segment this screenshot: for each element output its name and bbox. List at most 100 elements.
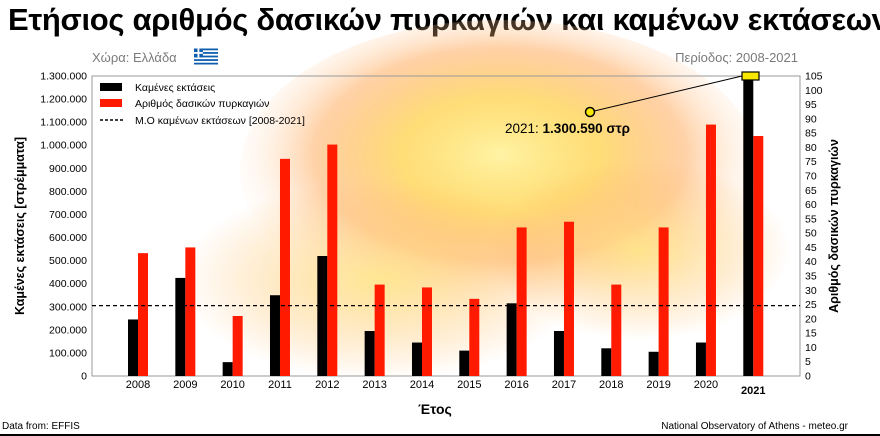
y-tick-right: 70 xyxy=(805,171,817,183)
x-tick: 2015 xyxy=(457,379,481,391)
right-axis-ticks: 0 5 10 15 20 25 30 35 40 45 50 55 60 65 70 75 80 85 90 95 10… xyxy=(805,71,823,383)
x-tick: 2017 xyxy=(552,379,576,391)
bar-fire-count xyxy=(185,247,196,376)
bar-fire-count xyxy=(563,221,574,376)
y-tick-right: 5 xyxy=(805,356,811,368)
bottom-rule xyxy=(0,434,880,436)
y-tick-left: 1.000.000 xyxy=(40,140,87,152)
bar-burned-area xyxy=(601,348,612,376)
y-tick-right: 40 xyxy=(805,256,817,268)
bar-burned-area xyxy=(506,303,517,376)
y-tick-right: 80 xyxy=(805,142,817,154)
y-tick-left: 600.000 xyxy=(49,232,87,244)
y-tick-left: 500.000 xyxy=(49,255,87,267)
y-tick-left: 100.000 xyxy=(49,347,87,359)
bar-burned-area xyxy=(269,295,280,376)
y-tick-right: 10 xyxy=(805,342,817,354)
legend: Καμένες εκτάσεις Αριθμός δασικών πυρκαγι… xyxy=(100,82,305,127)
y-tick-left: 1.100.000 xyxy=(40,117,87,129)
bar-fire-count xyxy=(516,227,527,376)
y-tick-left: 0 xyxy=(81,371,87,383)
y-tick-right: 95 xyxy=(805,99,817,111)
x-tick: 2021 xyxy=(741,385,765,397)
legend-label-average: Μ.Ο καμένων εκτάσεων [2008-2021] xyxy=(135,115,305,127)
y-tick-right: 90 xyxy=(805,113,817,125)
y-tick-right: 25 xyxy=(805,299,817,311)
y-tick-right: 50 xyxy=(805,228,817,240)
y-tick-right: 45 xyxy=(805,242,817,254)
y-tick-left: 300.000 xyxy=(49,301,87,313)
y-tick-right: 65 xyxy=(805,185,817,197)
y-tick-right: 0 xyxy=(805,371,811,383)
x-tick: 2008 xyxy=(126,379,150,391)
bar-burned-area xyxy=(743,75,754,377)
y-tick-right: 60 xyxy=(805,199,817,211)
bar-burned-area xyxy=(648,351,659,376)
legend-swatch-fires xyxy=(100,99,122,107)
y-tick-right: 35 xyxy=(805,271,817,283)
y-tick-right: 20 xyxy=(805,313,817,325)
y-tick-left: 700.000 xyxy=(49,209,87,221)
period-label: Περίοδος: 2008-2021 xyxy=(675,50,798,65)
greek-flag-icon xyxy=(194,48,218,65)
annotation-text: 2021: 1.300.590 στρ xyxy=(505,121,630,136)
y-tick-left: 900.000 xyxy=(49,163,87,175)
x-tick: 2012 xyxy=(315,379,339,391)
y-tick-right: 55 xyxy=(805,213,817,225)
annotation-value: 1.300.590 στρ xyxy=(543,121,630,136)
data-source: Data from: EFFIS xyxy=(2,421,80,432)
bar-fire-count xyxy=(611,284,622,376)
y-tick-right: 30 xyxy=(805,285,817,297)
x-tick: 2009 xyxy=(173,379,197,391)
legend-label-fires: Αριθμός δασικών πυρκαγιών xyxy=(135,98,269,110)
y-tick-left: 1.300.000 xyxy=(40,71,87,83)
bar-burned-area xyxy=(459,350,470,376)
bar-burned-area xyxy=(411,342,422,376)
y-tick-left: 1.200.000 xyxy=(40,94,87,106)
x-axis-ticks: 2008 2009 2010 2011 2012 2013 2014 2015 2016 2017… xyxy=(126,379,766,397)
x-tick: 2013 xyxy=(362,379,386,391)
y-tick-right: 85 xyxy=(805,128,817,140)
bar-fire-count xyxy=(279,158,290,376)
plot-frame xyxy=(91,75,801,377)
annotation-prefix: 2021: xyxy=(505,121,543,136)
country-label: Χώρα: Ελλάδα xyxy=(92,50,177,65)
bar-fire-count xyxy=(138,253,148,376)
annotation-target-box xyxy=(741,71,760,81)
x-tick: 2011 xyxy=(268,379,292,391)
annotation-marker xyxy=(584,106,596,118)
annotation-leader-line xyxy=(589,75,743,113)
bar-fire-count xyxy=(753,136,764,376)
bar-burned-area xyxy=(553,331,564,376)
left-axis-ticks: 0 100.000 200.000 300.000 400.000 500.000 600.… xyxy=(40,71,87,383)
bar-burned-area xyxy=(317,256,328,376)
x-tick: 2019 xyxy=(646,379,670,391)
bar-burned-area xyxy=(175,277,186,376)
y-tick-right: 75 xyxy=(805,156,817,168)
y-tick-left: 200.000 xyxy=(49,324,87,336)
bar-fire-count xyxy=(232,316,243,376)
x-axis-title: Έτος xyxy=(418,401,452,417)
bar-fire-count xyxy=(327,144,338,376)
y-axis-right-title: Αριθμός δασικών πυρκαγιών xyxy=(827,139,841,313)
bar-burned-area xyxy=(364,331,375,376)
y-tick-right: 105 xyxy=(805,71,823,83)
legend-swatch-burned xyxy=(100,83,122,91)
bar-burned-area xyxy=(695,342,706,376)
bar-fire-count xyxy=(469,298,480,376)
legend-label-burned: Καμένες εκτάσεις xyxy=(135,82,215,94)
bar-burned-area xyxy=(222,362,233,376)
x-tick: 2014 xyxy=(410,379,434,391)
y-tick-right: 100 xyxy=(805,85,823,97)
x-tick: 2016 xyxy=(504,379,528,391)
bars xyxy=(128,75,764,377)
bar-fire-count xyxy=(374,284,385,376)
y-tick-left: 800.000 xyxy=(49,186,87,198)
bar-fire-count xyxy=(705,124,716,376)
y-tick-left: 400.000 xyxy=(49,278,87,290)
x-tick: 2010 xyxy=(220,379,244,391)
x-tick: 2020 xyxy=(694,379,718,391)
x-tick: 2018 xyxy=(599,379,623,391)
